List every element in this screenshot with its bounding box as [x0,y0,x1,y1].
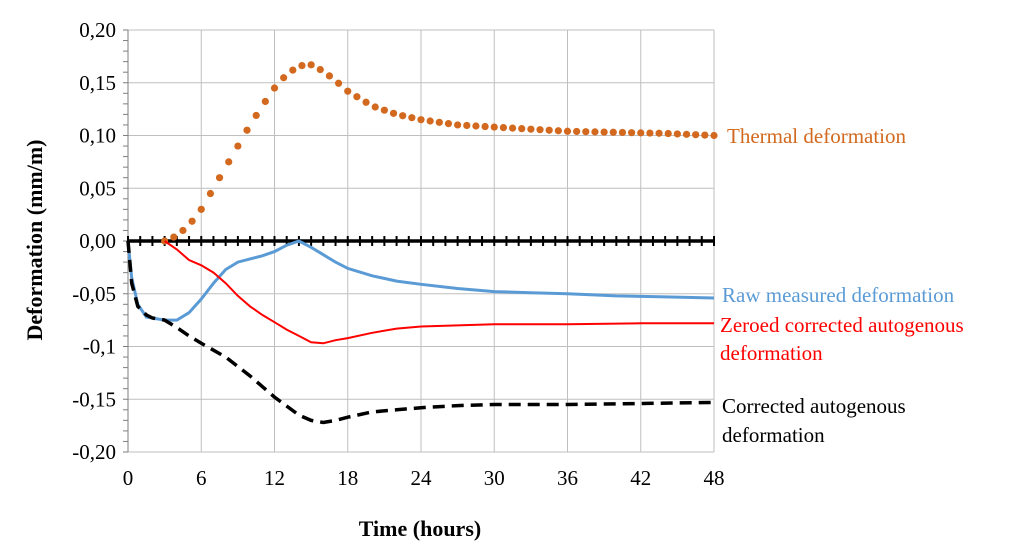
thermal-point [261,97,269,106]
y-tick-label: 0,05 [79,176,116,200]
y-tick-label: 0,15 [79,71,116,95]
thermal-point [508,124,517,132]
thermal-point [609,128,617,136]
label-corrected-autogenous-line2: deformation [722,423,825,447]
thermal-point [170,233,178,241]
thermal-point [692,131,700,139]
thermal-point [481,122,489,131]
label-raw-measured-deformation: Raw measured deformation [722,283,955,307]
thermal-point [554,127,562,135]
thermal-point [673,130,681,138]
x-tick-label: 42 [630,466,651,490]
x-tick-label: 24 [411,466,433,490]
thermal-point [563,127,572,135]
thermal-point [518,125,526,133]
thermal-point [280,74,288,82]
thermal-point [646,129,654,137]
thermal-point [655,129,663,137]
thermal-point [380,106,388,114]
label-corrected-autogenous-line1: Corrected autogenous [722,394,906,418]
y-tick-label: 0,20 [79,18,116,42]
thermal-point [573,127,581,136]
thermal-point [454,121,462,129]
thermal-point [334,79,343,87]
y-axis-title: Deformation (mm/m) [22,140,47,341]
thermal-point [206,189,215,198]
thermal-point [243,126,251,134]
thermal-point [270,84,279,92]
thermal-point [179,226,187,235]
x-tick-labels: 0 6 12 18 24 30 36 42 48 [123,466,725,490]
thermal-point [536,126,544,134]
x-tick-label: 30 [484,466,505,490]
x-tick-label: 0 [123,466,134,490]
thermal-point [664,129,672,138]
thermal-point [527,125,535,133]
y-tick-labels: 0,20 0,15 0,10 0,05 0,00 -0,05 -0,1 -0,15 -0,20 [72,18,116,464]
thermal-point [215,174,224,182]
label-thermal-deformation: Thermal deformation [727,124,907,148]
thermal-point [234,142,242,150]
y-tick-label: -0,15 [72,387,116,411]
y-tick-label: 0,10 [79,124,116,148]
thermal-point [252,111,260,120]
thermal-point [325,72,334,80]
thermal-point [600,128,608,136]
thermal-point [316,65,324,74]
thermal-point [627,129,636,137]
label-zeroed-corrected-line1: Zeroed corrected autogenous [720,313,964,337]
thermal-point [307,61,315,69]
thermal-point [499,123,508,132]
thermal-point [591,128,599,136]
y-tick-label: -0,1 [83,335,116,359]
thermal-point [371,103,379,111]
thermal-point [637,129,645,137]
thermal-point [435,118,443,126]
series-raw-measured-deformation [126,239,715,322]
thermal-point [408,114,416,122]
thermal-point [188,217,196,225]
thermal-point [417,116,425,124]
thermal-point [225,158,233,166]
thermal-point [618,128,627,137]
thermal-point [353,93,361,101]
series-zeroed-corrected-autogenous-deformation [164,240,714,345]
label-zeroed-corrected-line2: deformation [720,341,823,365]
thermal-point [389,109,398,117]
thermal-point [710,131,718,140]
x-tick-label: 48 [704,466,725,490]
thermal-point [701,131,709,139]
thermal-point [289,66,297,74]
thermal-point [582,128,590,136]
thermal-point [463,121,471,130]
series-corrected-autogenous-deformation [126,240,715,425]
y-tick-label: -0,05 [72,282,116,306]
thermal-point [362,98,370,106]
x-tick-label: 18 [337,466,358,490]
thermal-point [298,62,306,70]
x-axis-title: Time (hours) [359,516,481,541]
thermal-point [545,126,553,134]
thermal-point [682,130,691,138]
series-group [126,61,718,425]
x-tick-label: 6 [196,466,207,490]
x-tick-label: 36 [557,466,578,490]
thermal-point [399,112,407,120]
thermal-point [197,205,205,213]
thermal-point [444,120,453,128]
y-tick-label: 0,00 [79,229,116,253]
thermal-point [490,123,498,131]
y-tick-label: -0,20 [72,440,116,464]
x-tick-label: 12 [264,466,285,490]
thermal-point [344,87,352,95]
thermal-point [426,117,434,125]
thermal-point [472,122,480,130]
series-thermal-deformation [161,61,718,245]
